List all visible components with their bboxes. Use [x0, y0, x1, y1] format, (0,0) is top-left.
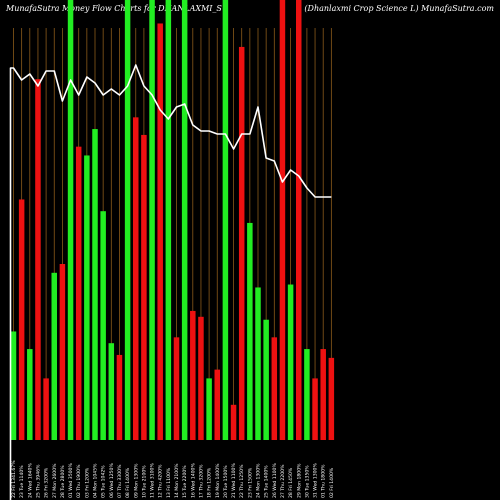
bar-down-20 — [173, 337, 180, 440]
bar-down-38 — [320, 349, 326, 440]
bar-up-30 — [255, 287, 261, 440]
x-tick-label: 24 Wed 1640% — [27, 463, 33, 498]
bar-up-17 — [149, 0, 155, 440]
x-tick-label: 29 Mon 1800% — [296, 463, 302, 498]
x-tick-label: 31 Wed 1300% — [313, 463, 319, 498]
chart-title-left: MunafaSutra Money Flow Charts for DHANLA… — [6, 4, 222, 13]
x-tick-labels: 22 Fri 1341.67% 23 Tue 1140% 24 Wed 1640% 2… — [11, 460, 335, 498]
x-tick-label: 02 Thu 1900% — [76, 464, 82, 498]
bar-down-3 — [35, 79, 41, 440]
x-tick-label: 01 Thu 1800% — [321, 464, 327, 498]
bar-down-4 — [43, 378, 49, 440]
bar-down-27 — [230, 404, 237, 440]
bar-down-13 — [116, 354, 123, 440]
x-tick-label: 19 Mon 1400% — [215, 463, 221, 498]
x-tick-label: 25 Thu 3946% — [35, 464, 41, 498]
x-tick-label: 23 Fri 1500% — [247, 467, 253, 498]
bar-up-10 — [92, 129, 98, 441]
bar-up-12 — [108, 343, 115, 440]
bar-up-19 — [165, 0, 172, 440]
x-tick-label: 03 Fri 1200% — [84, 467, 90, 498]
bar-down-37 — [312, 378, 318, 440]
x-tick-label: 14 Mon 2100% — [174, 463, 180, 498]
x-tick-label: 04 Mon 1045% — [93, 463, 99, 498]
bar-up-7 — [67, 0, 74, 440]
bar-down-18 — [157, 23, 163, 440]
bar-up-26 — [222, 0, 229, 440]
bar-down-23 — [198, 316, 204, 440]
x-tick-label: 01 Wed 3500% — [68, 463, 74, 498]
bar-up-36 — [304, 349, 310, 440]
x-tick-label: 16 Wed 1400% — [190, 463, 196, 498]
x-tick-label: 21 Wed 1100% — [231, 463, 237, 498]
x-tick-label: 09 Mon 1300% — [133, 463, 139, 498]
x-tick-label: 18 Fri 1200% — [207, 467, 213, 498]
bar-up-24 — [206, 378, 212, 440]
bar-up-0 — [10, 331, 17, 440]
bar-down-25 — [214, 369, 220, 440]
bar-down-16 — [141, 134, 147, 440]
x-tick-label: 28 Tue 2800% — [60, 465, 66, 498]
bar-down-6 — [59, 264, 66, 440]
x-tick-label: 10 Tue 2100% — [141, 465, 147, 498]
price-line — [9, 64, 332, 500]
bar-down-39 — [328, 357, 335, 440]
bar-down-1 — [18, 199, 25, 440]
x-tick-label: 27 Mon 2600% — [52, 463, 58, 498]
bar-up-14 — [124, 0, 131, 440]
x-tick-label: 27 Thu 2200% — [280, 464, 286, 498]
bar-up-34 — [287, 284, 294, 440]
bar-up-9 — [84, 155, 90, 440]
x-tick-label: 25 Tue 1400% — [264, 465, 270, 498]
bar-up-11 — [100, 211, 106, 440]
x-tick-label: 26 Wed 1100% — [272, 463, 278, 498]
bar-up-21 — [181, 0, 188, 440]
x-tick-label: 05 Tue 1042% — [101, 465, 107, 498]
x-tick-label: 22 Fri 1341.67% — [11, 460, 17, 498]
bar-up-5 — [51, 272, 57, 440]
price-line-layer — [9, 64, 332, 500]
x-tick-label: 13 Fri 1100% — [166, 467, 172, 498]
bar-down-15 — [133, 117, 139, 440]
bar-down-32 — [271, 337, 278, 440]
x-tick-label: 02 Fri 1400% — [329, 467, 335, 498]
bar-up-31 — [263, 319, 269, 440]
bar-down-22 — [190, 310, 196, 440]
x-tick-label: 11 Wed 3100% — [150, 463, 156, 498]
x-tick-label: 08 Fri 1400% — [125, 467, 131, 498]
x-tick-label: 28 Fri 1450% — [288, 467, 294, 498]
x-tick-label: 15 Tue 2200% — [182, 465, 188, 498]
x-tick-label: 23 Tue 1140% — [19, 465, 25, 498]
x-tick-label: 06 Wed 1250% — [109, 463, 115, 498]
x-tick-label: 24 Mon 1300% — [256, 463, 262, 498]
bar-up-29 — [247, 222, 253, 440]
bar-down-33 — [279, 0, 286, 440]
bar-series — [10, 0, 335, 441]
x-tick-label: 22 Thu 1250% — [239, 464, 245, 498]
x-tick-label: 20 Tue 1500% — [223, 465, 229, 498]
x-tick-label: 30 Tue 1350% — [304, 465, 310, 498]
bar-up-2 — [27, 349, 33, 440]
x-tick-label: 07 Thu 3300% — [117, 464, 123, 498]
bar-down-35 — [296, 0, 302, 440]
x-tick-label: 12 Thu 4200% — [158, 464, 164, 498]
x-tick-label: 17 Thu 3200% — [198, 464, 204, 498]
chart-title-right: (Dhanlaxmi Crop Science L) MunafaSutra.c… — [304, 4, 494, 13]
bar-down-8 — [75, 146, 82, 440]
x-tick-label: 26 Fri 3200% — [44, 467, 50, 498]
bar-down-28 — [238, 46, 245, 440]
